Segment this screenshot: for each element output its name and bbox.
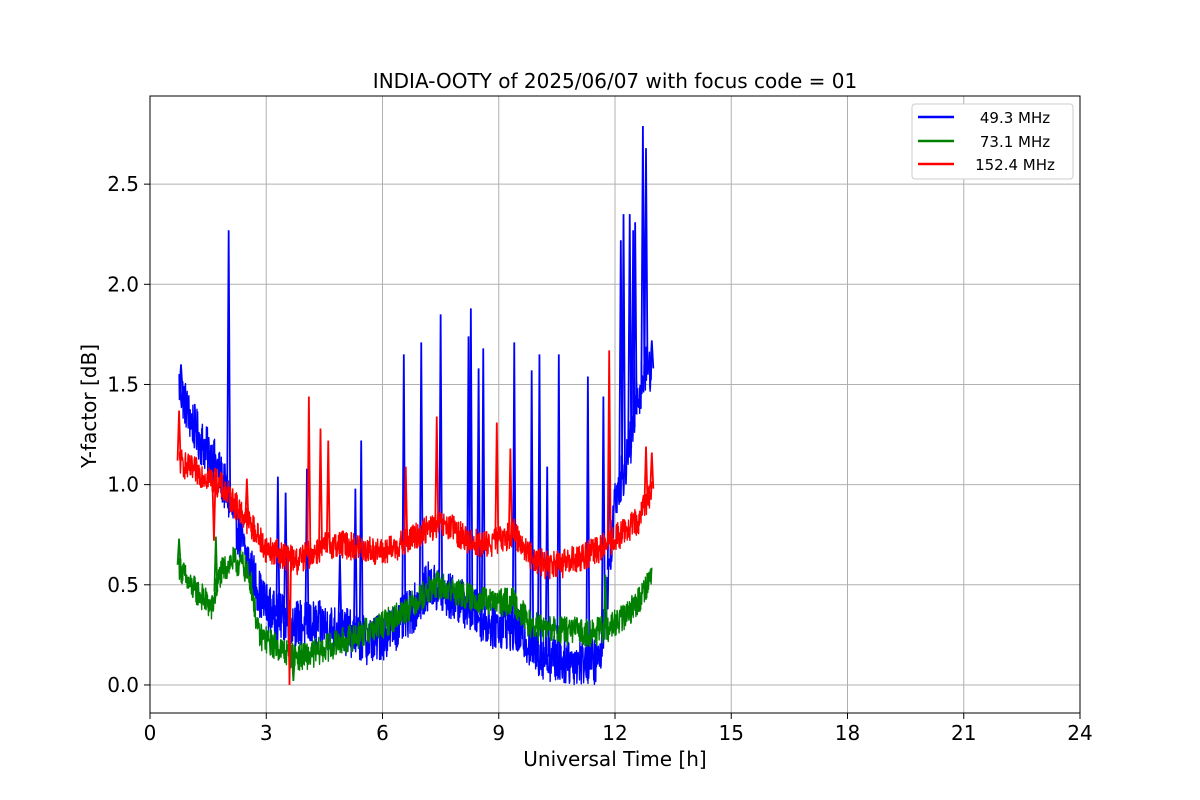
x-tick-label: 6 <box>376 721 389 745</box>
legend-box <box>911 103 1074 180</box>
series-spike-73-1-mhz <box>602 574 608 630</box>
series-spike-152-4-mhz <box>494 422 500 542</box>
x-tick-label: 9 <box>492 721 505 745</box>
x-tick-label: 21 <box>951 721 976 745</box>
y-tick-label: 2.0 <box>107 272 139 296</box>
series-spike-49-3-mhz <box>438 314 444 593</box>
y-tick-label: 1.0 <box>107 473 139 497</box>
series-spike-73-1-mhz <box>176 538 182 565</box>
series-spike-49-3-mhz <box>418 342 424 597</box>
plot-area <box>149 95 1081 714</box>
y-axis-label: Y-factor [dB] <box>77 344 101 469</box>
series-spike-152-4-mhz <box>507 448 513 535</box>
chart-title: INDIA-OOTY of 2025/06/07 with focus code… <box>373 69 857 93</box>
series-spike-73-1-mhz <box>213 536 219 592</box>
series-spike-152-4-mhz <box>403 466 409 543</box>
x-tick-label: 12 <box>602 721 627 745</box>
series-spike-49-3-mhz <box>643 148 649 369</box>
series-spike-49-3-mhz <box>480 348 486 619</box>
series-spike-152-4-mhz <box>606 350 612 544</box>
series-spike-49-3-mhz <box>352 488 358 636</box>
series-spike-152-4-mhz <box>325 440 331 545</box>
legend-label-152-4: 152.4 MHz <box>975 156 1055 174</box>
series-spike-152-4-mhz <box>434 416 440 525</box>
y-tick-label: 0.5 <box>107 573 139 597</box>
series-spike-49-3-mhz <box>649 340 655 369</box>
series-spike-49-3-mhz <box>226 230 232 499</box>
legend-label-73-1: 73.1 MHz <box>980 133 1050 151</box>
series-spike-49-3-mhz <box>468 308 474 610</box>
series-spike-152-4-mhz <box>306 396 312 555</box>
x-tick-label: 18 <box>835 721 860 745</box>
legend: 49.3 MHz 73.1 MHz 152.4 MHz <box>911 103 1074 180</box>
series-line-152-4-mhz <box>178 449 653 580</box>
series-lines <box>176 126 655 686</box>
series-spike-49-3-mhz <box>358 440 364 639</box>
series-spike-49-3-mhz <box>337 554 343 630</box>
series-spike-49-3-mhz <box>621 214 626 472</box>
series-spike-49-3-mhz <box>283 492 289 620</box>
x-axis-label: Universal Time [h] <box>523 747 706 771</box>
series-line-73-1-mhz <box>178 546 653 671</box>
y-tick-label: 2.5 <box>107 172 139 196</box>
x-tick-label: 3 <box>260 721 273 745</box>
axis-ticks: 0 3 6 9 12 15 18 21 24 0.0 0.5 1.0 1.5 2.0 2.5 <box>107 172 1093 745</box>
y-tick-label: 0.0 <box>107 673 139 697</box>
x-tick-label: 24 <box>1067 721 1092 745</box>
x-tick-label: 0 <box>144 721 157 745</box>
series-spike-49-3-mhz <box>304 468 310 625</box>
legend-label-49-3: 49.3 MHz <box>980 109 1050 127</box>
series-spike-73-1-mhz <box>290 655 296 682</box>
series-spike-152-4-mhz <box>318 428 323 549</box>
series-spike-152-4-mhz <box>287 557 292 685</box>
series-spike-152-4-mhz <box>643 446 649 503</box>
series-spike-49-3-mhz <box>627 214 633 448</box>
series-spike-49-3-mhz <box>640 126 646 379</box>
series-spike-49-3-mhz <box>275 476 281 617</box>
series-spike-152-4-mhz <box>176 410 182 461</box>
series-spike-49-3-mhz <box>178 364 184 391</box>
y-tick-label: 1.5 <box>107 372 139 396</box>
series-spike-152-4-mhz <box>211 480 217 541</box>
x-tick-label: 15 <box>719 721 744 745</box>
series-spike-49-3-mhz <box>632 222 638 415</box>
series-spike-152-4-mhz <box>244 478 250 520</box>
series-spike-152-4-mhz <box>649 452 655 489</box>
series-spike-49-3-mhz <box>544 466 550 657</box>
